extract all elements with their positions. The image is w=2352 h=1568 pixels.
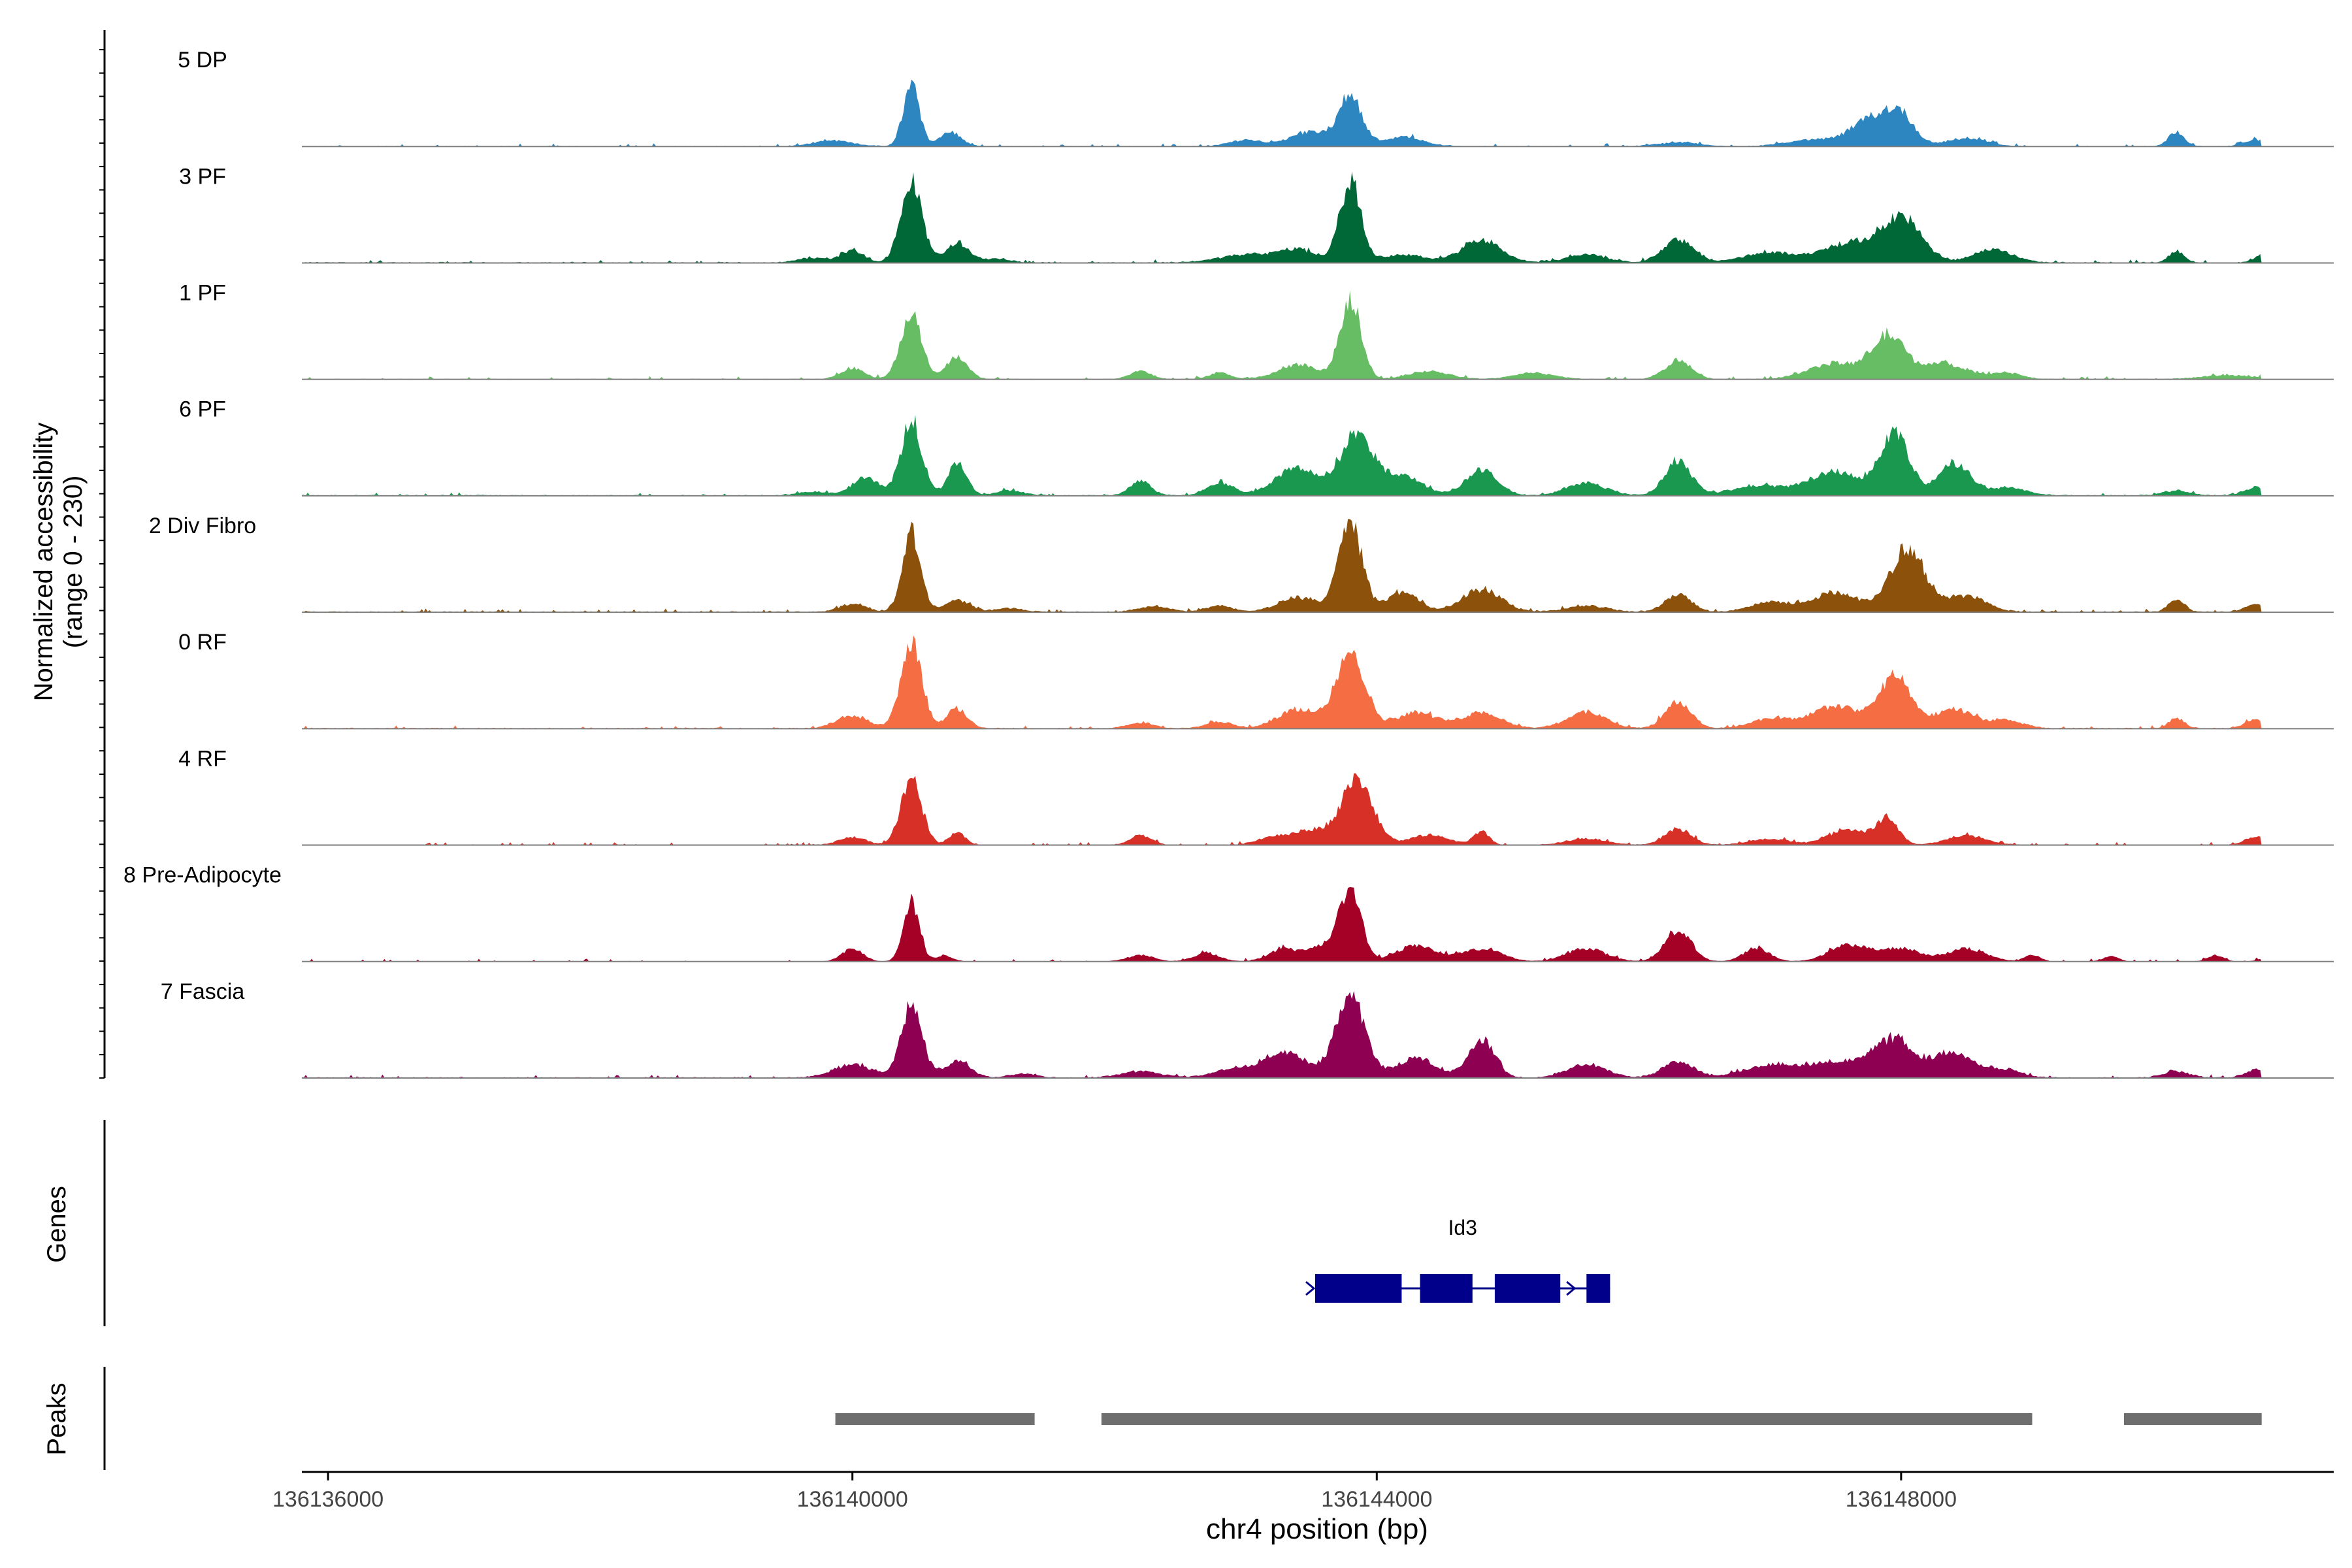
track-label: 0 RF [178, 630, 227, 655]
coverage-track: 8 Pre-Adipocyte [123, 863, 2334, 962]
genes-track-label: Genes [42, 1186, 71, 1263]
x-tick-label: 136140000 [797, 1487, 908, 1512]
gene-model: Id3 [1305, 1216, 1610, 1303]
track-label: 7 Fascia [161, 979, 245, 1004]
coverage-track: 4 RF [178, 746, 2334, 846]
gene-exon [1586, 1274, 1610, 1303]
track-label: 2 Div Fibro [149, 514, 256, 538]
y-axis-label-line2: (range 0 - 230) [59, 476, 88, 649]
gene-exon [1420, 1274, 1473, 1303]
gene-exon [1494, 1274, 1561, 1303]
track-label: 3 PF [179, 164, 226, 189]
peak-region [2124, 1413, 2262, 1425]
coverage-track: 3 PF [179, 164, 2334, 264]
peaks-track [835, 1413, 2262, 1425]
coverage-track: 1 PF [179, 281, 2334, 380]
peaks-track-label: Peaks [42, 1382, 71, 1455]
coverage-track: 7 Fascia [161, 979, 2334, 1079]
track-label: 8 Pre-Adipocyte [123, 863, 282, 888]
coverage-area [302, 990, 2262, 1078]
x-tick-label: 136144000 [1321, 1487, 1432, 1512]
peak-region [835, 1413, 1035, 1425]
gene-label: Id3 [1448, 1216, 1477, 1239]
coverage-area [302, 415, 2262, 496]
track-label: 5 DP [178, 48, 227, 73]
track-label: 1 PF [179, 281, 226, 306]
x-tick-label: 136136000 [272, 1487, 384, 1512]
coverage-y-axis-ticks [99, 49, 105, 1079]
x-axis-ticks: 136136000 136140000 136144000 136148000 [272, 1472, 1957, 1512]
coverage-track: 6 PF [179, 397, 2334, 497]
coverage-track: 0 RF [178, 630, 2334, 730]
genes-track: Id3 [1305, 1216, 1610, 1303]
peak-region [1101, 1413, 2033, 1425]
x-tick-label: 136148000 [1846, 1487, 1957, 1512]
strand-arrow-icon [1305, 1281, 1316, 1296]
x-axis-label: chr4 position (bp) [1206, 1513, 1428, 1545]
strand-arrow-icon [1566, 1281, 1576, 1296]
track-label: 6 PF [179, 397, 226, 422]
coverage-track: 2 Div Fibro [149, 514, 2334, 613]
track-label: 4 RF [178, 746, 227, 771]
coverage-tracks: 5 DP 3 PF 1 PF 6 PF 2 Div Fibro 0 RF 4 RF 8 Pre… [123, 48, 2334, 1079]
gene-exon [1315, 1274, 1402, 1303]
coverage-track: 5 DP [178, 48, 2334, 148]
y-axis-label-line1: Normalized accessibility [29, 423, 58, 702]
